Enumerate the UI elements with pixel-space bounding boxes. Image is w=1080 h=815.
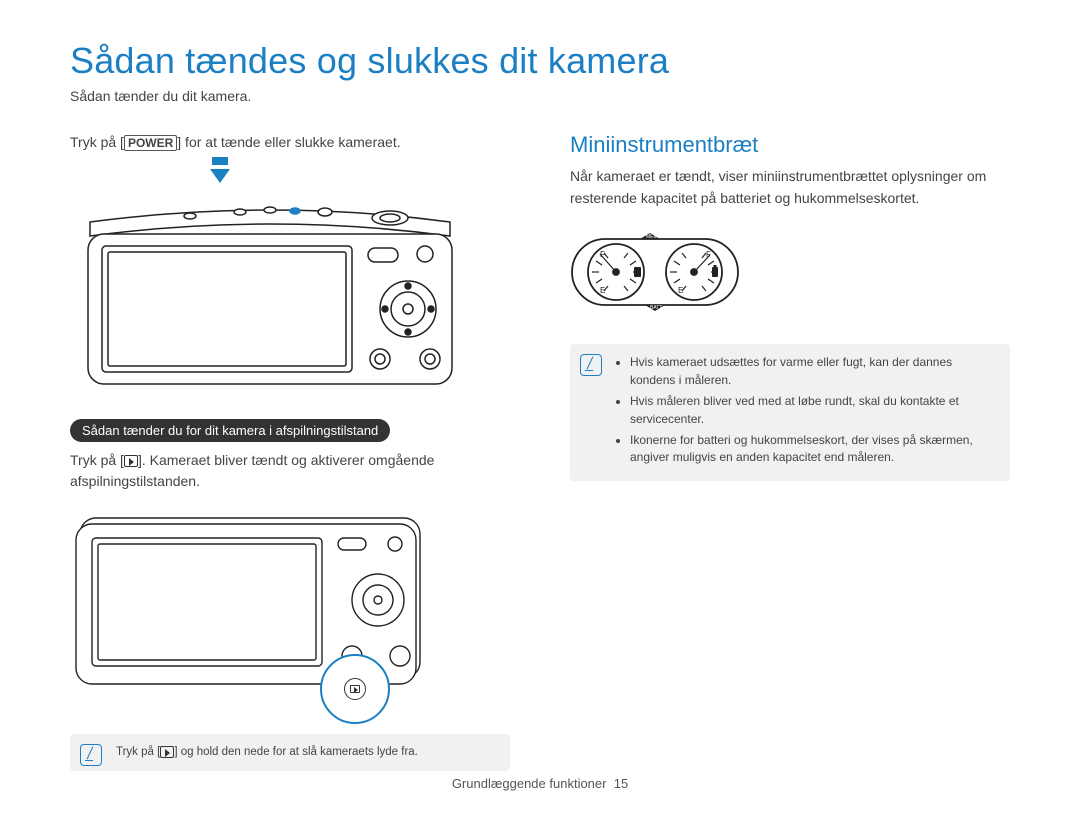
page-footer: Grundlæggende funktioner 15 bbox=[0, 776, 1080, 791]
power-instruction: Tryk på [POWER] for at tænde eller slukk… bbox=[70, 132, 530, 153]
playback-button-highlight bbox=[320, 654, 390, 724]
left-column: Tryk på [POWER] for at tænde eller slukk… bbox=[70, 132, 530, 771]
note-icon bbox=[580, 354, 602, 376]
arrow-down-icon bbox=[210, 157, 230, 185]
dashboard-notes-box: Hvis kameraet udsættes for varme eller f… bbox=[570, 344, 1010, 480]
dashboard-notes-list: Hvis kameraet udsættes for varme eller f… bbox=[616, 354, 996, 466]
two-column-layout: Tryk på [POWER] for at tænde eller slukk… bbox=[70, 132, 1010, 771]
gauge-f-label: F bbox=[706, 250, 711, 259]
power-instr-post: ] for at tænde eller slukke kameraet. bbox=[177, 134, 400, 150]
batt-label: BATT. bbox=[650, 305, 663, 311]
playback-instruction: Tryk på []. Kameraet bliver tændt og akt… bbox=[70, 450, 530, 492]
power-instr-pre: Tryk på [ bbox=[70, 134, 124, 150]
play-instr-pre: Tryk på [ bbox=[70, 452, 124, 468]
memory-label: MEMORY bbox=[646, 234, 669, 240]
playback-mode-heading: Sådan tænder du for dit kamera i afspiln… bbox=[70, 419, 390, 442]
mute-note-box: Tryk på [ ] og hold den nede for at slå k… bbox=[70, 734, 510, 771]
playback-icon bbox=[160, 746, 174, 758]
camera-back-diagram bbox=[70, 194, 470, 394]
power-word: POWER bbox=[124, 135, 177, 151]
gauge-e-label: E bbox=[678, 286, 683, 295]
gauge-f-label: F bbox=[600, 250, 605, 259]
page-title: Sådan tændes og slukkes dit kamera bbox=[70, 40, 1010, 82]
playback-button-icon bbox=[344, 678, 366, 700]
note-icon bbox=[80, 744, 102, 766]
mute-note-pre: Tryk på [ bbox=[116, 746, 160, 758]
right-column: Miniinstrumentbræt Når kameraet er tændt… bbox=[570, 132, 1010, 771]
footer-label: Grundlæggende funktioner bbox=[452, 776, 607, 791]
mini-dashboard-heading: Miniinstrumentbræt bbox=[570, 132, 1010, 158]
gauge-e-label: E bbox=[600, 286, 605, 295]
dashboard-note: Ikonerne for batteri og hukommelseskort,… bbox=[630, 432, 996, 467]
mute-note-post: ] og hold den nede for at slå kameraets … bbox=[174, 746, 418, 758]
footer-page-number: 15 bbox=[614, 776, 628, 791]
mini-dashboard-body: Når kameraet er tændt, viser miniinstrum… bbox=[570, 166, 1010, 209]
mini-dashboard-diagram: F E F E MEMORY BATT. bbox=[570, 231, 740, 313]
dashboard-note: Hvis måleren bliver ved med at løbe rund… bbox=[630, 393, 996, 428]
camera-back-diagram-playback bbox=[70, 500, 430, 710]
playback-icon bbox=[124, 455, 138, 467]
page-subtitle: Sådan tænder du dit kamera. bbox=[70, 88, 1010, 104]
dashboard-note: Hvis kameraet udsættes for varme eller f… bbox=[630, 354, 996, 389]
